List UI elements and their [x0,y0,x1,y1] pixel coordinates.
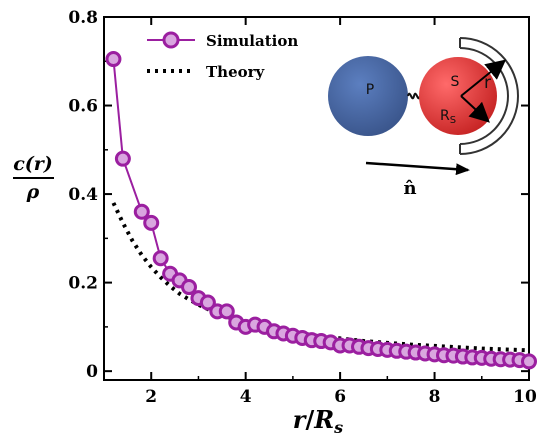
radius-r-arrow [460,59,507,97]
y-axis-ticks: 0 0.2 0.4 0.6 0.8 [68,8,529,382]
direction-n-label: n̂ [403,178,416,199]
y-tick-label: 0.6 [68,97,98,117]
y-tick-label: 0.2 [68,274,98,294]
legend-simulation-marker [162,31,180,49]
particle-rs-label: RS [440,108,456,126]
simulation-point [143,214,160,231]
x-axis-label: r/Rs [293,405,343,437]
y-axis-label-denominator: ρ [26,181,40,203]
particle-s-label: S [451,74,460,90]
plot-frame [103,16,530,381]
x-tick-label: 10 [513,387,537,407]
simulation-point [181,279,197,296]
radius-r-label: r [484,73,491,93]
simulation-point [152,250,169,267]
simulation-point [521,353,537,370]
y-axis-label: c(r) ρ [13,153,54,203]
y-tick-label: 0.8 [68,8,98,28]
spring-icon [407,92,421,100]
particle-s [419,57,497,135]
simulation-point [218,303,235,320]
shell-arc-inner [459,47,509,145]
simulation-point [133,203,150,220]
y-axis-label-numerator: c(r) [13,153,53,175]
legend-simulation-label: Simulation [206,32,298,50]
x-tick-label: 4 [240,387,252,407]
simulation-point [105,51,122,68]
x-tick-label: 8 [429,387,441,407]
inset-diagram: P S RS r n̂ [328,37,519,199]
particle-p-label: P [366,82,374,98]
simulation-points [105,51,537,370]
y-tick-label: 0 [86,362,98,382]
direction-arrow [365,161,470,176]
x-tick-label: 2 [145,387,157,407]
shell-arc-outer [459,37,519,155]
simulation-point [114,150,131,167]
x-axis-ticks: 2 4 6 8 10 [103,17,537,407]
y-tick-label: 0.4 [68,185,98,205]
x-tick-label: 6 [334,387,346,407]
particle-p [328,56,408,136]
simulation-point [199,294,216,311]
radius-rs-arrow [460,95,490,123]
legend-theory-label: Theory [206,63,266,81]
legend: Simulation Theory [147,31,298,81]
